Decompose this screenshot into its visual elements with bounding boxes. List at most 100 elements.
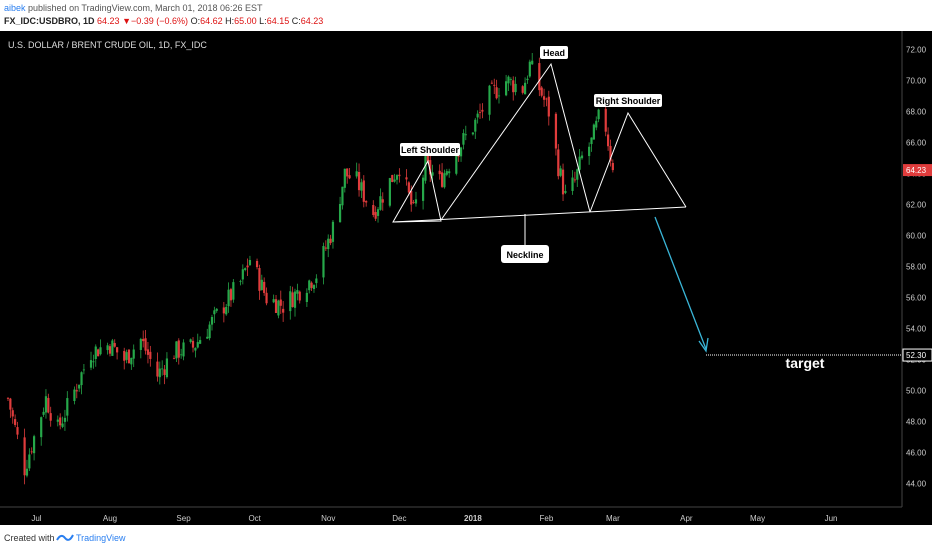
candle	[149, 345, 152, 367]
candle	[429, 154, 432, 183]
price-chart[interactable]: U.S. DOLLAR / BRENT CRUDE OIL, 1D, FX_ID…	[0, 31, 932, 525]
candle	[493, 78, 496, 95]
candle	[448, 168, 451, 178]
created-with-text: Created with	[4, 533, 55, 543]
candle	[523, 77, 527, 95]
y-tick-label: 44.00	[906, 480, 927, 489]
candle-body	[196, 342, 199, 348]
y-tick-label: 48.00	[906, 418, 927, 427]
symbol-label: FX_IDC:USDBRO, 1D	[4, 16, 95, 26]
author-link[interactable]: aibek	[4, 3, 26, 13]
candle-body	[576, 169, 579, 180]
candle-body	[139, 338, 142, 350]
candle	[248, 255, 252, 266]
candle	[346, 168, 349, 184]
x-tick-label: Mar	[606, 514, 620, 523]
chart-area[interactable]: U.S. DOLLAR / BRENT CRUDE OIL, 1D, FX_ID…	[0, 31, 932, 525]
candle-body	[210, 317, 214, 325]
chart-footer: Created with TradingView	[0, 527, 932, 550]
tradingview-brand[interactable]: TradingView	[76, 533, 126, 543]
right-shoulder-label-box	[594, 94, 662, 107]
candle-body	[232, 282, 235, 300]
candle	[63, 409, 67, 431]
candle-body	[298, 291, 301, 301]
candle-body	[346, 168, 349, 177]
y-tick-label: 54.00	[906, 325, 927, 334]
candle	[263, 277, 266, 296]
candle	[331, 219, 335, 249]
publish-info: aibek published on TradingView.com, Marc…	[4, 3, 263, 13]
candle-body	[106, 345, 109, 351]
candle-body	[538, 63, 541, 91]
candle	[199, 336, 202, 345]
candle-body	[564, 190, 567, 193]
candle	[343, 168, 346, 193]
candle-body	[424, 156, 427, 181]
candle	[180, 348, 183, 359]
candle-body	[595, 120, 598, 128]
candle	[66, 391, 69, 422]
candle-body	[94, 346, 97, 360]
candle	[28, 448, 31, 472]
candle-body	[405, 177, 408, 180]
x-tick-label: Jul	[31, 514, 41, 523]
candle-body	[557, 149, 560, 177]
candle-body	[229, 289, 233, 301]
candle-body	[246, 265, 249, 268]
open-value: 64.62	[200, 16, 223, 26]
candle	[49, 406, 52, 427]
candle	[78, 384, 81, 392]
candle-body	[293, 291, 297, 308]
candle-body	[445, 171, 448, 175]
candle	[210, 314, 214, 331]
candle	[443, 169, 446, 189]
candle-body	[341, 186, 344, 206]
candle-body	[505, 81, 508, 96]
candle	[239, 279, 242, 286]
candle	[279, 290, 282, 314]
candle	[512, 76, 515, 101]
candle	[156, 352, 159, 382]
candle-body	[455, 153, 458, 174]
candle-body	[512, 80, 515, 93]
candle-body	[554, 113, 558, 149]
candle-body	[410, 190, 413, 205]
candle	[158, 361, 161, 385]
candle-body	[163, 369, 166, 375]
candle-body	[130, 357, 133, 365]
candle-body	[545, 98, 548, 100]
candle-body	[611, 162, 614, 171]
candle-body	[459, 147, 463, 157]
tradingview-logo-icon[interactable]	[56, 532, 74, 544]
candle-body	[32, 436, 36, 454]
candle-body	[327, 238, 330, 250]
candle	[538, 57, 541, 97]
candle	[182, 339, 185, 361]
candle-body	[213, 310, 216, 315]
right-shoulder-label: Right Shoulder	[596, 96, 661, 106]
candle-body	[343, 168, 346, 188]
candle-body	[260, 279, 263, 291]
candle-body	[127, 349, 131, 364]
candle-body	[255, 260, 259, 268]
candle-body	[28, 454, 31, 469]
y-tick-label: 68.00	[906, 108, 927, 117]
price-change: −0.39 (−0.6%)	[131, 16, 189, 26]
head-lines	[440, 62, 591, 221]
candle	[393, 173, 396, 183]
candle-body	[61, 423, 64, 427]
x-tick-labels: Jul Aug Sep Oct Nov Dec 2018 Feb Mar Apr May Jun	[31, 514, 837, 523]
candle	[296, 283, 299, 301]
candle-body	[381, 199, 384, 203]
candle	[576, 168, 579, 187]
candle-body	[82, 369, 86, 371]
candle	[540, 85, 543, 98]
current-price-label: 64.23	[906, 166, 927, 175]
candle	[175, 341, 178, 362]
candle-body	[30, 451, 33, 453]
candle-body	[241, 269, 244, 280]
candle	[374, 206, 377, 222]
candle-body	[488, 85, 491, 115]
candle-body	[490, 82, 493, 84]
candle-body	[75, 390, 78, 392]
